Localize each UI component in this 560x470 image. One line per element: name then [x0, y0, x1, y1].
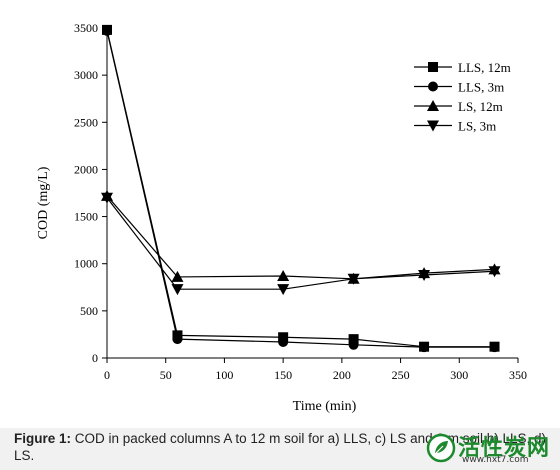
series-line-1 — [106, 30, 495, 348]
y-tick-label: 3500 — [74, 21, 98, 35]
data-point-3 — [277, 284, 290, 296]
x-tick-label: 350 — [509, 368, 527, 382]
x-tick-label: 150 — [274, 368, 292, 382]
y-tick-label: 1500 — [74, 210, 98, 224]
data-point-3 — [347, 273, 360, 285]
x-tick-label: 200 — [333, 368, 351, 382]
y-tick-label: 0 — [92, 351, 98, 365]
data-point-1 — [102, 25, 112, 36]
legend-marker-0 — [428, 62, 438, 72]
caption-label: Figure 1: — [14, 431, 72, 446]
legend-label-3: LS, 3m — [458, 119, 496, 134]
y-axis-title: COD (mg/L) — [36, 166, 51, 239]
x-tick-label: 0 — [104, 368, 110, 382]
data-point-3 — [171, 284, 184, 296]
y-tick-label: 1000 — [74, 257, 98, 271]
data-point-3 — [101, 192, 113, 204]
data-point-1 — [419, 342, 430, 353]
legend-label-0: LLS, 12m — [458, 60, 511, 75]
legend-label-1: LLS, 3m — [458, 80, 504, 95]
y-tick-label: 2000 — [74, 162, 98, 176]
data-point-0 — [348, 334, 359, 345]
legend-marker-3 — [427, 120, 439, 132]
x-tick-label: 50 — [160, 368, 172, 382]
data-point-3 — [418, 270, 431, 282]
legend-marker-2 — [427, 100, 439, 111]
data-point-1 — [278, 336, 289, 347]
series-line-0 — [106, 29, 495, 348]
site-watermark: 活性炭网 www.hxt7.com — [426, 430, 558, 468]
watermark-url: www.hxt7.com — [462, 455, 529, 465]
data-point-1 — [172, 334, 183, 345]
series-line-2 — [106, 195, 495, 280]
data-point-1 — [348, 339, 359, 350]
figure-caption: Figure 1: COD in packed columns A to 12 … — [0, 428, 560, 470]
series-line-3 — [106, 197, 495, 290]
data-point-1 — [489, 342, 500, 353]
y-tick-label: 500 — [80, 304, 98, 318]
cod-line-chart: 0 50 100 150 200 250 300 3500500100015002000250… — [36, 21, 527, 414]
legend-marker-1 — [428, 81, 438, 92]
data-point-2 — [171, 270, 184, 282]
x-axis-title: Time (min) — [293, 399, 357, 414]
legend-label-2: LS, 12m — [458, 99, 503, 114]
figure-panel: 0 50 100 150 200 250 300 350 0 500 1000 1500 2000 250… — [36, 21, 527, 414]
x-tick-label: 300 — [450, 368, 468, 382]
data-point-2 — [277, 269, 290, 281]
data-point-3 — [488, 266, 501, 278]
y-tick-label: 3000 — [74, 68, 98, 82]
leaf-logo-icon — [426, 433, 456, 463]
x-tick-label: 100 — [215, 368, 233, 382]
x-tick-label: 250 — [392, 368, 410, 382]
y-tick-label: 2500 — [74, 115, 98, 129]
watermark-name: 活性炭网 — [458, 436, 551, 461]
